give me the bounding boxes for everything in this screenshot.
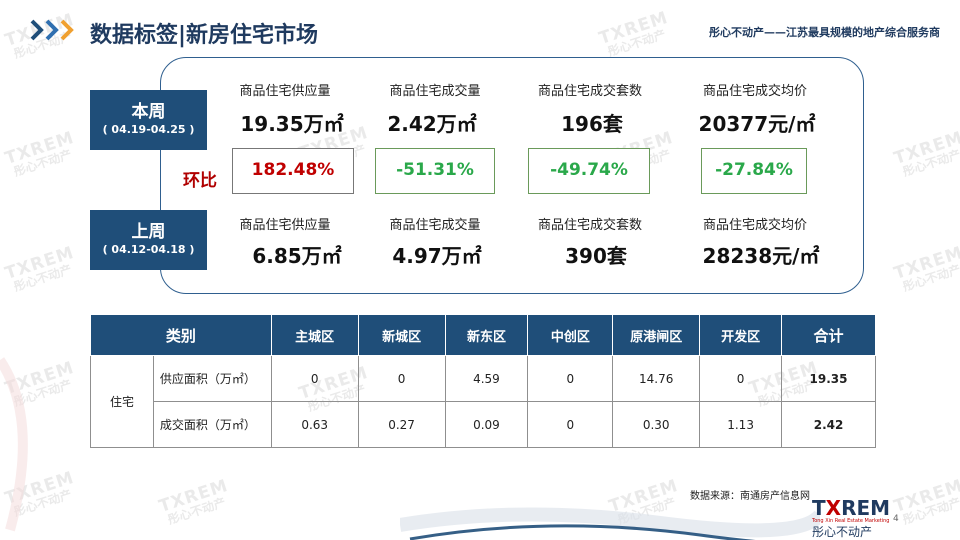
metric-label: 商品住宅成交量 xyxy=(389,218,481,233)
table-row: 住宅 供应面积（万㎡） 0 0 4.59 0 14.76 0 19.35 xyxy=(90,355,876,448)
table-header: 新东区 xyxy=(444,314,529,356)
slogan: 彤心不动产——江苏最具规模的地产综合服务商 xyxy=(709,26,940,39)
table-group-cell: 住宅 xyxy=(90,355,154,448)
metric-value: 28238元/㎡ xyxy=(702,244,820,268)
table-cell: 14.76 xyxy=(612,355,701,402)
table-header: 原港闸区 xyxy=(612,314,701,356)
page-title: 数据标签|新房住宅市场 xyxy=(90,23,319,48)
page-number: 4 xyxy=(893,514,899,524)
last-week-dates: ( 04.12-04.18 ) xyxy=(102,243,195,256)
this-week-dates: ( 04.19-04.25 ) xyxy=(102,123,195,136)
table-header: 类别 xyxy=(90,314,272,356)
metric-value: 19.35万㎡ xyxy=(240,112,344,136)
table-cell: 0 xyxy=(357,355,446,402)
metric-value: 196套 xyxy=(561,112,623,136)
district-table: 类别 主城区 新城区 新东区 中创区 原港闸区 开发区 合计 住宅 供应面积（万… xyxy=(90,314,876,448)
table-header-row: 类别 主城区 新城区 新东区 中创区 原港闸区 开发区 合计 xyxy=(90,314,876,356)
hb-label: 环比 xyxy=(183,171,217,191)
table-cell: 0.63 xyxy=(270,401,359,448)
this-week-label: 本周 xyxy=(131,102,166,122)
metric-value: 2.42万㎡ xyxy=(387,112,477,136)
this-week-box: 本周 ( 04.19-04.25 ) xyxy=(90,90,207,150)
last-week-box: 上周 ( 04.12-04.18 ) xyxy=(90,210,207,270)
metric-value: 20377元/㎡ xyxy=(698,112,816,136)
metric-label: 商品住宅成交套数 xyxy=(537,218,642,233)
chevron-arrows-icon xyxy=(30,19,74,41)
table-cell: 0.09 xyxy=(444,401,529,448)
title-bar: 数据标签|新房住宅市场 彤心不动产——江苏最具规模的地产综合服务商 xyxy=(0,8,960,50)
table-header: 开发区 xyxy=(699,314,783,356)
summary-panel xyxy=(160,57,864,294)
hb-supply-box: 182.48% xyxy=(232,148,354,194)
table-cell: 0 xyxy=(699,355,783,402)
metric-value: 4.97万㎡ xyxy=(392,244,482,268)
table-cell: 0 xyxy=(527,355,614,402)
metric-label: 商品住宅成交均价 xyxy=(702,84,807,99)
table-cell-total: 2.42 xyxy=(781,401,876,448)
table-row-label: 供应面积（万㎡） xyxy=(152,355,272,402)
metric-value: 6.85万㎡ xyxy=(252,244,342,268)
decorative-shape xyxy=(400,507,820,540)
last-week-label: 上周 xyxy=(131,222,166,242)
metric-value: 390套 xyxy=(565,244,627,268)
metric-label: 商品住宅成交套数 xyxy=(537,84,642,99)
table-cell: 4.59 xyxy=(444,355,529,402)
table-header: 新城区 xyxy=(357,314,446,356)
metric-label: 商品住宅成交量 xyxy=(389,84,481,99)
table-cell: 1.13 xyxy=(699,401,783,448)
table-cell-total: 19.35 xyxy=(781,355,876,402)
hb-deal-area-box: -51.31% xyxy=(375,148,495,194)
table-cell: 0.27 xyxy=(357,401,446,448)
metric-label: 商品住宅供应量 xyxy=(239,84,331,99)
table-cell: 0 xyxy=(270,355,359,402)
table-header: 合计 xyxy=(781,314,876,356)
metric-label: 商品住宅供应量 xyxy=(239,218,331,233)
hb-deal-units-box: -49.74% xyxy=(528,148,650,194)
metric-label: 商品住宅成交均价 xyxy=(702,218,807,233)
hb-avg-price-box: -27.84% xyxy=(701,148,807,194)
table-header: 中创区 xyxy=(527,314,614,356)
decorative-shape xyxy=(0,357,28,532)
data-source: 数据来源：南通房产信息网 xyxy=(690,491,810,502)
table-cell: 0.30 xyxy=(612,401,701,448)
company-logo: TXREM Tong Xin Real Estate Marketing 彤心不… xyxy=(812,496,891,539)
table-cell: 0 xyxy=(527,401,614,448)
table-row-label: 成交面积（万㎡） xyxy=(152,401,272,448)
table-row: 成交面积（万㎡） 0.63 0.27 0.09 0 0.30 1.13 2.42 xyxy=(91,401,876,448)
table-header: 主城区 xyxy=(270,314,359,356)
